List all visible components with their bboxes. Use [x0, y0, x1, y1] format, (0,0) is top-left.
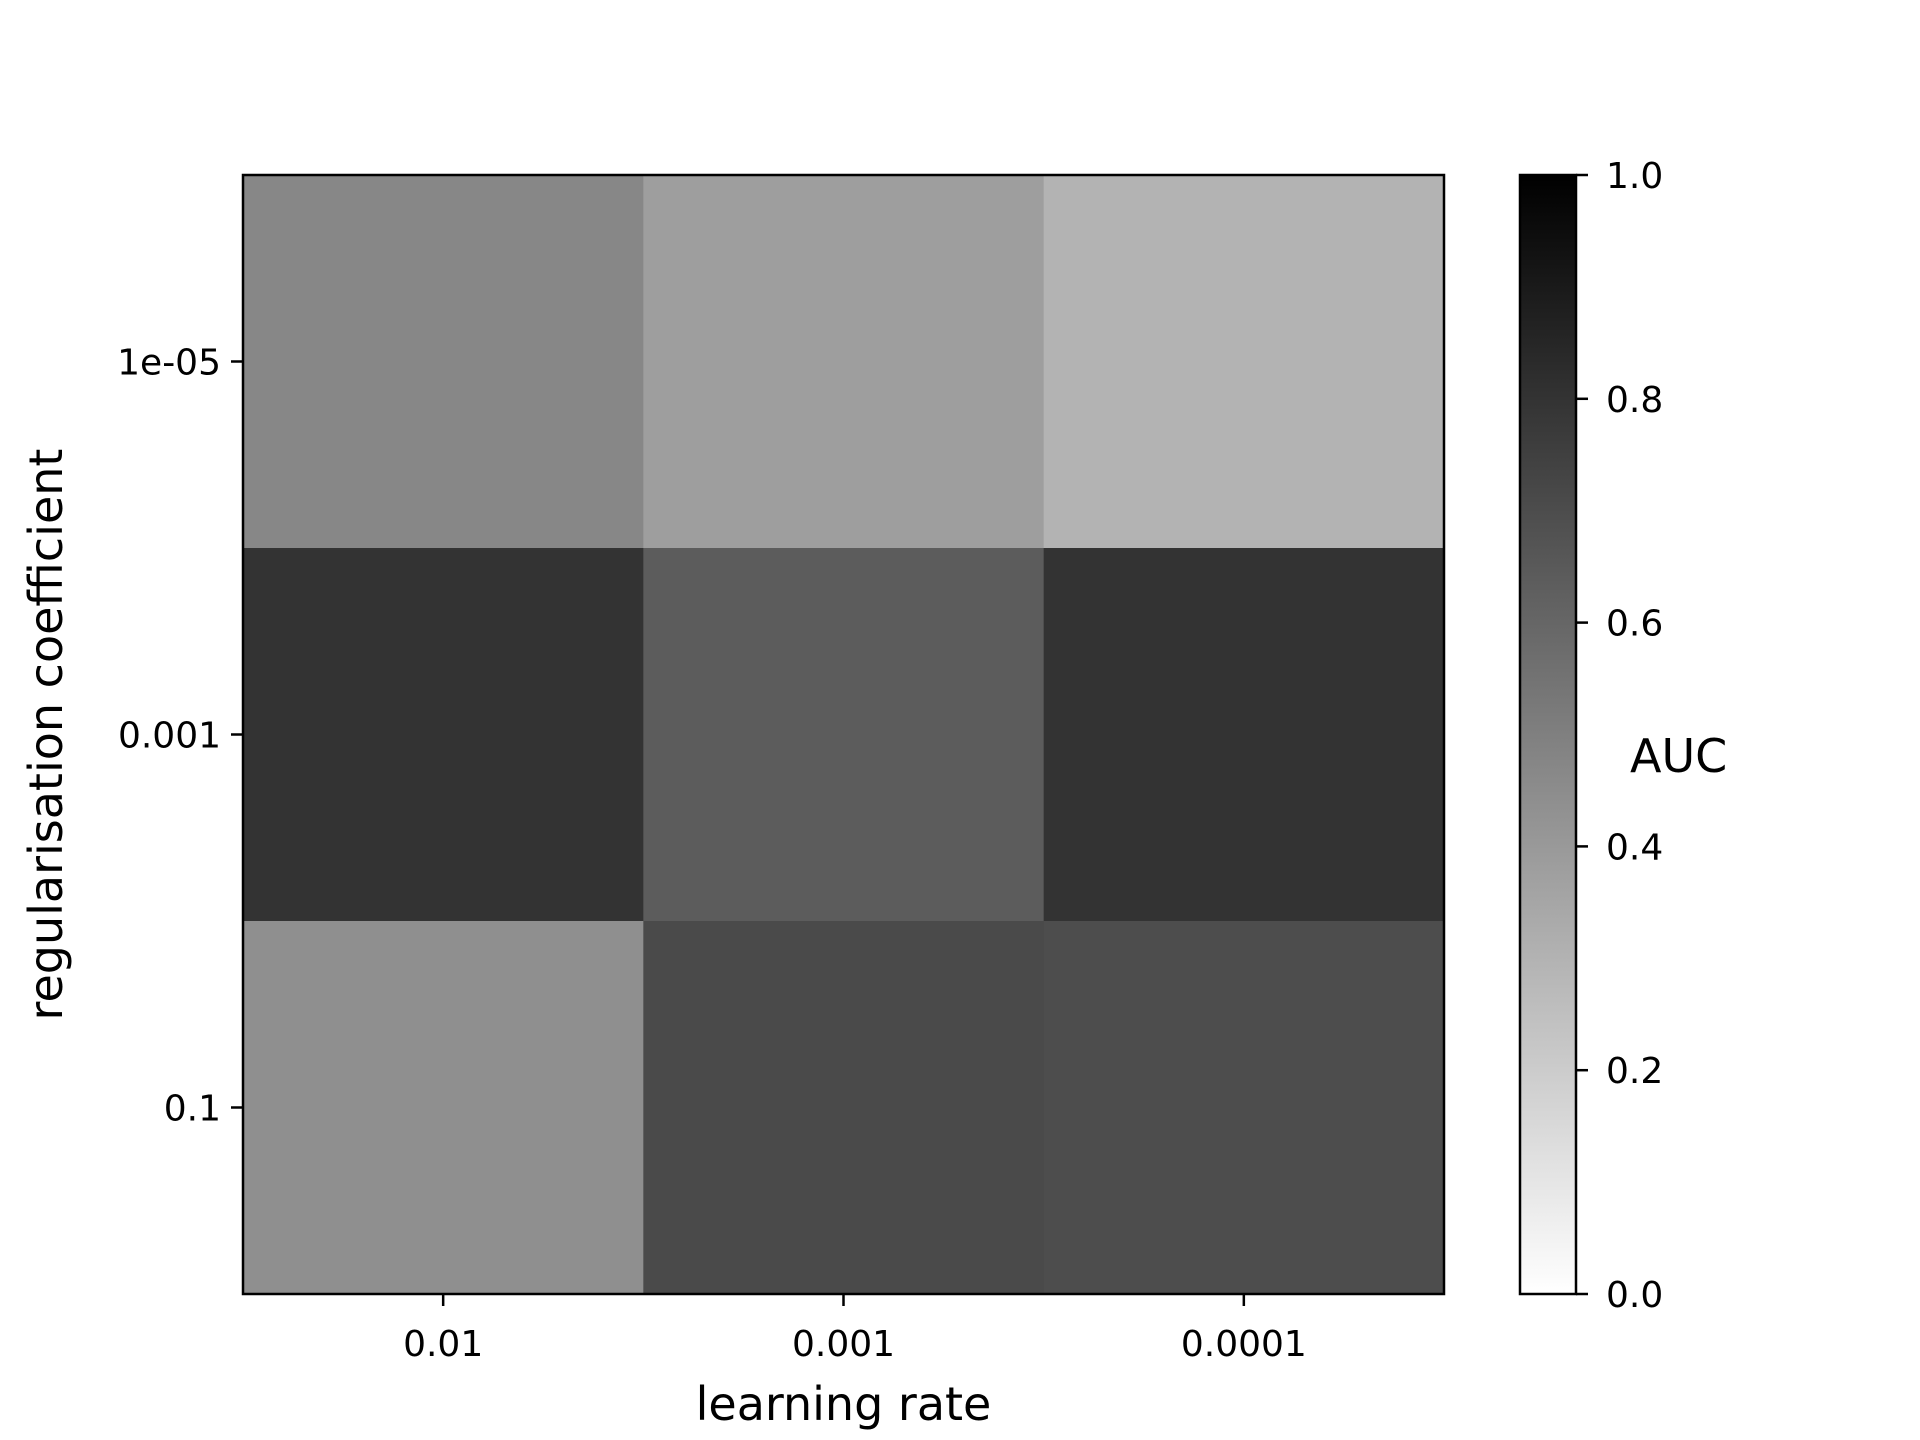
x-tick-label: 0.001 — [792, 1324, 895, 1365]
y-axis-label: regularisation coefficient — [19, 449, 73, 1021]
x-axis-label: learning rate — [696, 1377, 992, 1431]
heatmap-cells — [243, 175, 1445, 1295]
colorbar-tick-label: 0.6 — [1606, 604, 1663, 645]
colorbar-tick-label: 0.0 — [1606, 1275, 1663, 1316]
y-tick-label: 0.001 — [118, 716, 221, 757]
colorbar-axis: 0.0 0.2 0.4 0.6 0.8 1.0 — [1576, 156, 1663, 1316]
heatmap-cell — [243, 548, 644, 922]
colorbar-label: AUC — [1630, 729, 1727, 783]
heatmap-cell — [1043, 175, 1445, 549]
y-tick-label: 0.1 — [164, 1089, 221, 1130]
heatmap-cell — [243, 175, 644, 549]
x-axis: 0.01 0.001 0.0001 — [403, 1294, 1307, 1365]
x-tick-label: 0.0001 — [1181, 1324, 1307, 1365]
heatmap-cell — [643, 921, 1045, 1295]
colorbar-tick-label: 0.8 — [1606, 380, 1663, 421]
colorbar — [1518, 173, 1578, 1296]
colorbar-tick-label: 0.4 — [1606, 827, 1663, 868]
y-axis: 1e-05 0.001 0.1 — [117, 343, 243, 1130]
colorbar-tick-label: 1.0 — [1606, 156, 1663, 197]
heatmap-cell — [1043, 548, 1445, 922]
heatmap-cell — [1043, 921, 1445, 1295]
heatmap-cell — [643, 175, 1045, 549]
colorbar-tick-label: 0.2 — [1606, 1051, 1663, 1092]
y-tick-label: 1e-05 — [117, 343, 221, 384]
heatmap-cell — [643, 548, 1045, 922]
heatmap-cell — [243, 921, 644, 1295]
x-tick-label: 0.01 — [403, 1324, 483, 1365]
